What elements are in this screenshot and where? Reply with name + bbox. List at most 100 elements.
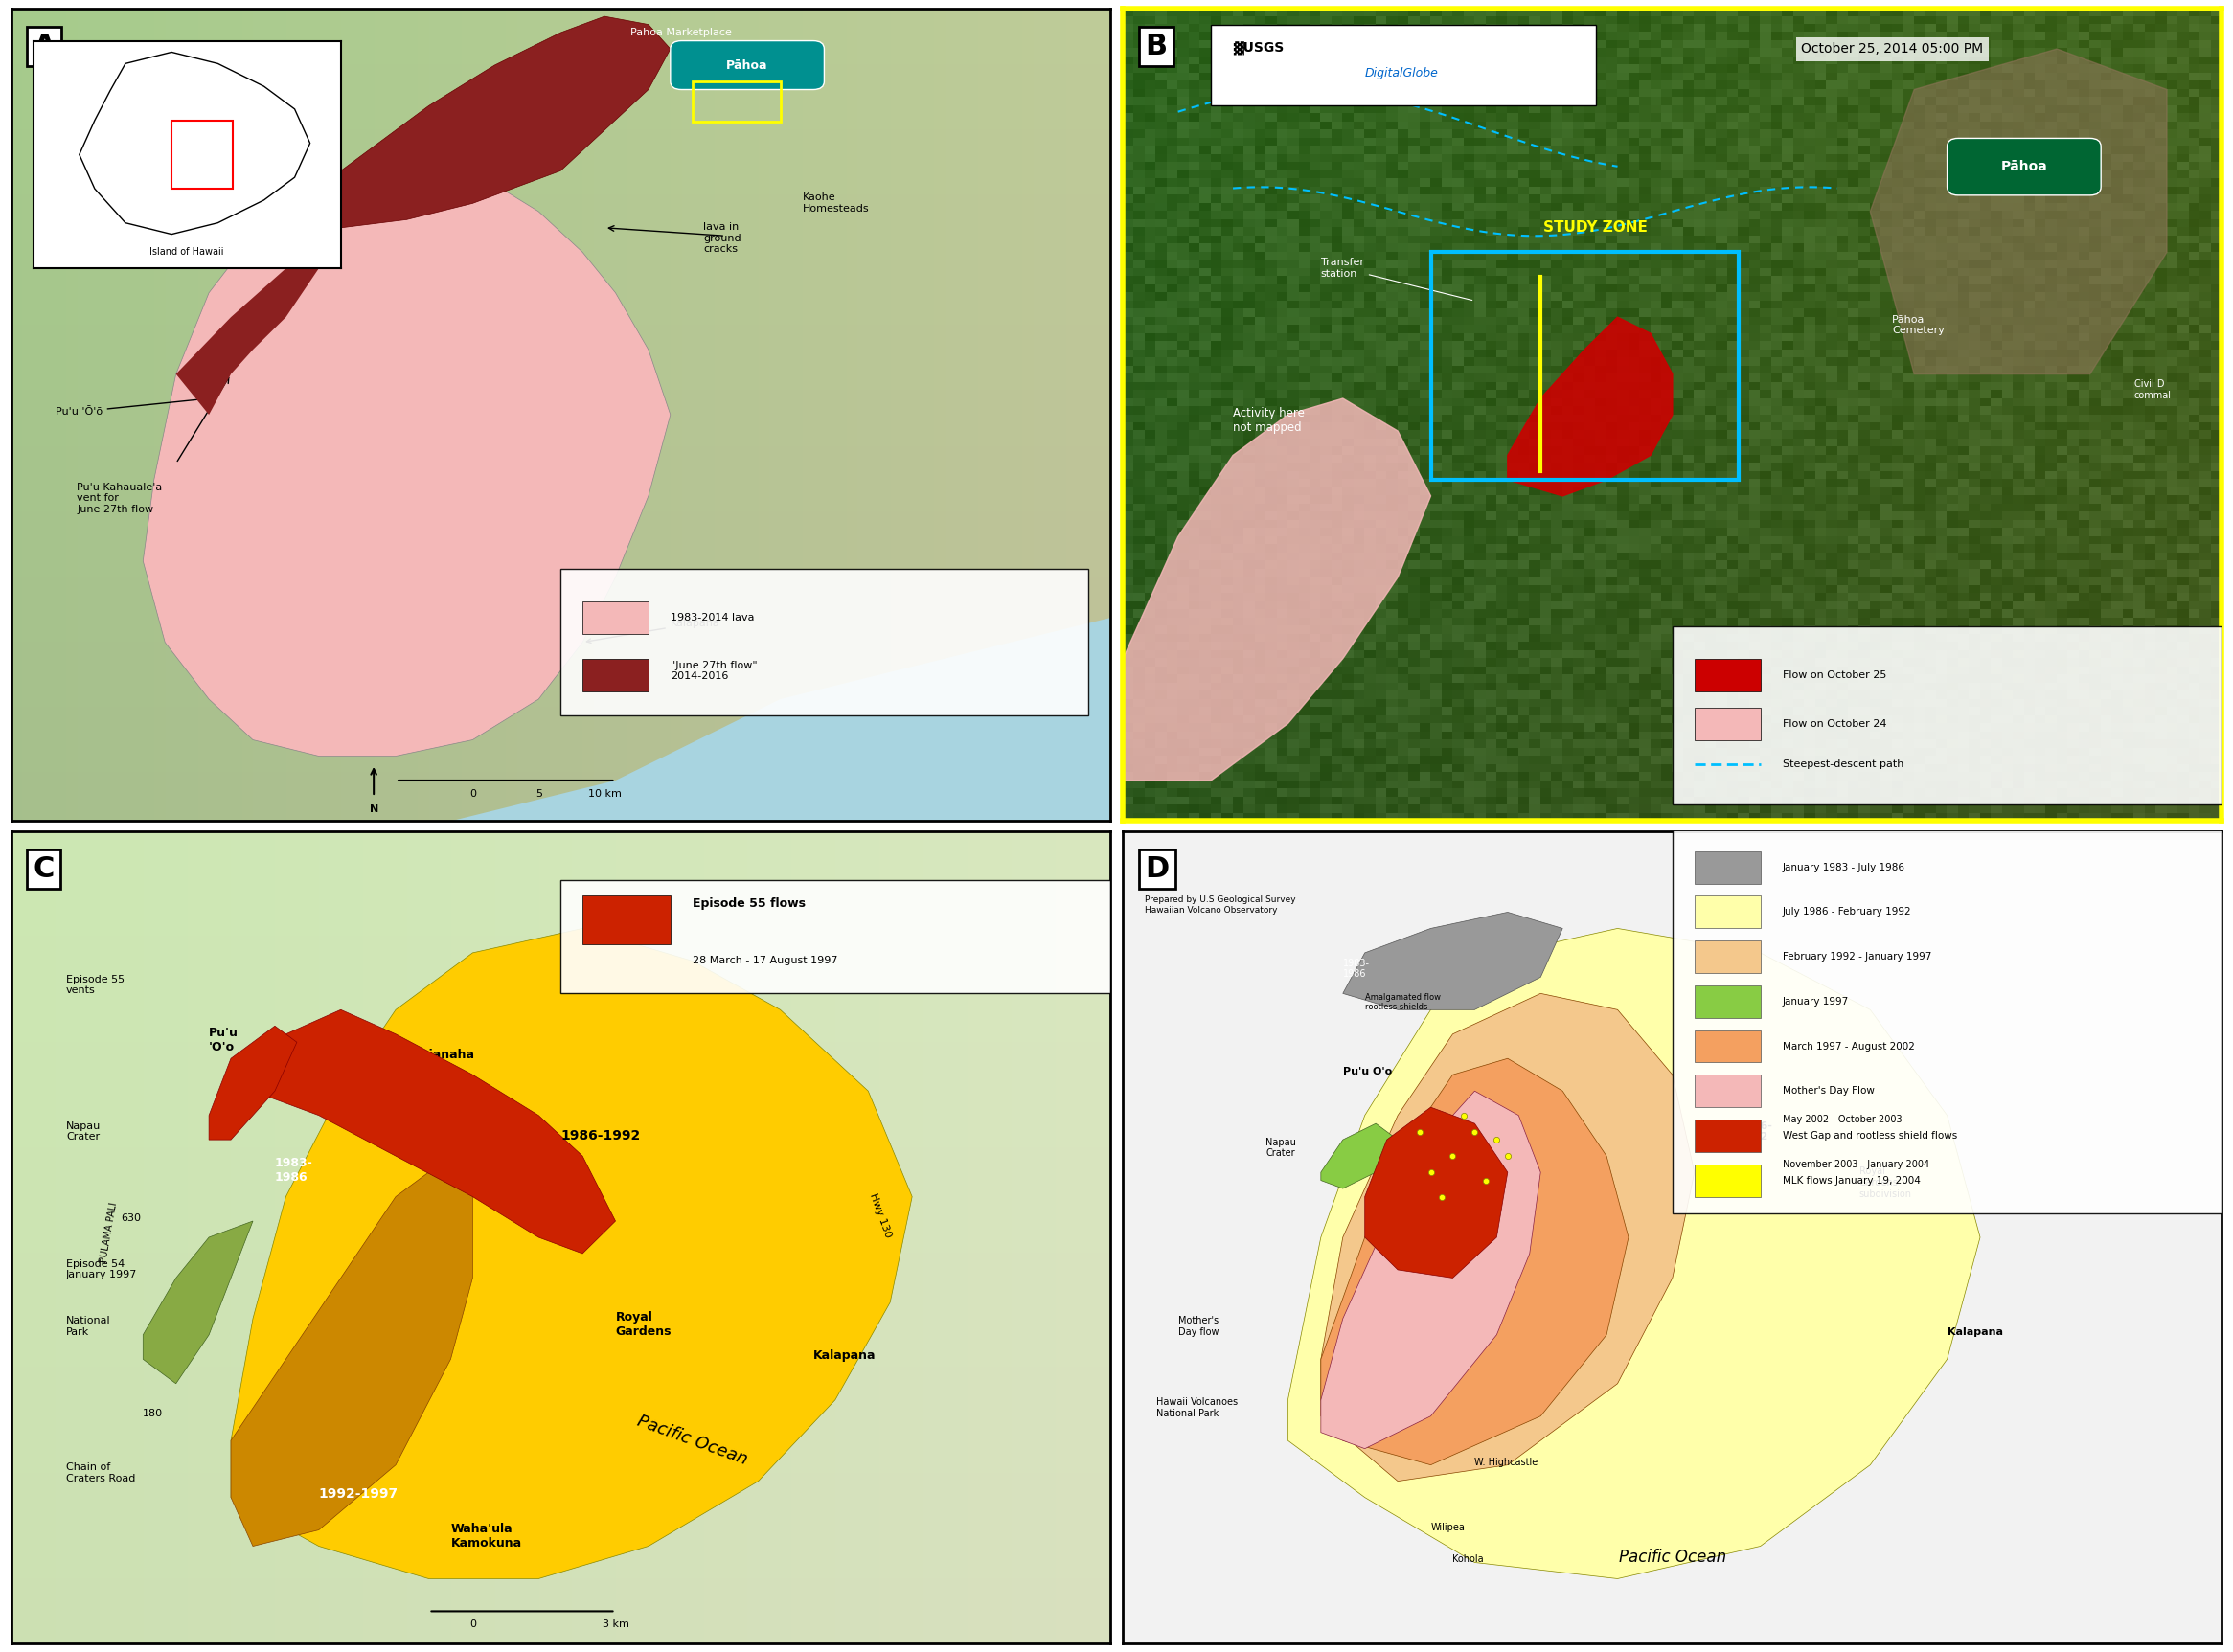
Bar	[1695, 940, 1760, 973]
Text: Pu'u 'Ō'ō: Pu'u 'Ō'ō	[56, 396, 205, 416]
Text: 3 km: 3 km	[603, 1621, 630, 1629]
Text: 1983-
1986: 1983- 1986	[1342, 958, 1369, 980]
Text: Flow on October 24: Flow on October 24	[1782, 719, 1887, 729]
Text: Pu'u O'o: Pu'u O'o	[1342, 1067, 1391, 1077]
FancyBboxPatch shape	[1947, 139, 2101, 195]
Text: Napau
Crater: Napau Crater	[67, 1122, 100, 1142]
Text: Episode 54
January 1997: Episode 54 January 1997	[67, 1259, 138, 1280]
Text: National
Park: National Park	[67, 1317, 112, 1336]
Point	[1467, 1168, 1503, 1194]
Text: A: A	[33, 33, 56, 61]
Point	[1456, 1118, 1492, 1145]
Polygon shape	[319, 17, 670, 228]
Text: 180: 180	[143, 1409, 163, 1417]
Text: Amalgamated flow
rootless shields: Amalgamated flow rootless shields	[1364, 993, 1440, 1011]
Text: Pacific Ocean: Pacific Ocean	[634, 1412, 750, 1469]
Text: Kohola: Kohola	[1454, 1555, 1485, 1564]
Polygon shape	[210, 1026, 297, 1140]
Polygon shape	[1322, 993, 1695, 1482]
Point	[1402, 1118, 1438, 1145]
Bar	[583, 601, 648, 634]
Polygon shape	[252, 1009, 616, 1254]
Polygon shape	[1322, 1123, 1398, 1188]
Point	[1436, 1143, 1472, 1170]
Bar	[583, 659, 648, 691]
Text: Activity here
not mapped: Activity here not mapped	[1233, 406, 1304, 434]
Bar	[1431, 253, 1737, 479]
Bar	[1695, 1165, 1760, 1196]
Text: 1983-2014 lava: 1983-2014 lava	[670, 613, 755, 623]
Text: Transfer
station: Transfer station	[1322, 258, 1472, 301]
Bar	[1695, 895, 1760, 928]
Text: Episode 55
vents: Episode 55 vents	[67, 975, 125, 996]
Text: 1986-1992: 1986-1992	[560, 1130, 641, 1143]
Text: 1992-1997: 1992-1997	[319, 1487, 397, 1500]
Bar	[1695, 1031, 1760, 1062]
Polygon shape	[1364, 1107, 1507, 1279]
Text: Chain of
Craters Road: Chain of Craters Road	[67, 1462, 136, 1483]
Polygon shape	[143, 1221, 252, 1384]
Polygon shape	[1322, 1059, 1628, 1465]
Text: STUDY ZONE: STUDY ZONE	[1543, 221, 1648, 235]
Text: "June 27th flow"
2014-2016: "June 27th flow" 2014-2016	[670, 661, 757, 681]
Point	[1489, 1143, 1525, 1170]
Text: Pāhoa
Cemetery: Pāhoa Cemetery	[1891, 314, 1945, 335]
FancyBboxPatch shape	[670, 41, 824, 89]
Polygon shape	[451, 618, 1110, 821]
Polygon shape	[1288, 928, 1981, 1579]
Text: W. Highcastle: W. Highcastle	[1474, 1457, 1539, 1467]
Polygon shape	[230, 928, 911, 1579]
Polygon shape	[1507, 317, 1673, 496]
Text: West Gap and rootless shield flows: West Gap and rootless shield flows	[1782, 1132, 1956, 1140]
Text: Pu'u
'O'o: Pu'u 'O'o	[210, 1026, 239, 1054]
Polygon shape	[1123, 398, 1431, 780]
Bar	[1695, 985, 1760, 1018]
Text: July 1986 - February 1992: July 1986 - February 1992	[1782, 907, 1911, 917]
Polygon shape	[1871, 50, 2166, 373]
Text: Kupaianaha: Kupaianaha	[395, 1049, 476, 1061]
Text: D: D	[1146, 856, 1170, 884]
Bar	[1673, 823, 2222, 1213]
Text: B: B	[1146, 33, 1168, 61]
Bar	[1695, 1075, 1760, 1107]
Polygon shape	[1322, 1090, 1541, 1449]
Bar	[1695, 707, 1760, 740]
Text: Steepest-descent path: Steepest-descent path	[1782, 760, 1903, 770]
Polygon shape	[143, 155, 670, 757]
Text: March 1997 - August 2002: March 1997 - August 2002	[1782, 1041, 1914, 1051]
Bar	[1695, 1120, 1760, 1151]
Text: 630: 630	[121, 1213, 141, 1222]
Text: Pāhoa: Pāhoa	[726, 59, 768, 71]
Text: 28 March - 17 August 1997: 28 March - 17 August 1997	[692, 957, 837, 966]
Text: 10 km: 10 km	[587, 790, 621, 798]
Text: Hwy 130: Hwy 130	[869, 1193, 893, 1239]
Text: Pāhoa: Pāhoa	[2001, 160, 2048, 173]
Text: Pacific Ocean: Pacific Ocean	[1619, 1550, 1726, 1566]
Polygon shape	[176, 236, 342, 415]
Bar	[1210, 25, 1597, 106]
Bar	[692, 81, 779, 122]
Text: January 1997: January 1997	[1782, 996, 1849, 1006]
Polygon shape	[230, 1156, 473, 1546]
Point	[1478, 1127, 1514, 1153]
Text: MLK flows January 19, 2004: MLK flows January 19, 2004	[1782, 1176, 1920, 1184]
Text: Royal
Gardens
subdivision: Royal Gardens subdivision	[1860, 1166, 1911, 1199]
Text: Waha'ula
Kamokuna: Waha'ula Kamokuna	[451, 1521, 523, 1550]
Text: DigitalGlobe: DigitalGlobe	[1364, 68, 1438, 79]
Text: 0: 0	[469, 790, 476, 798]
Text: C: C	[33, 856, 54, 884]
Text: Kaohe
Homesteads: Kaohe Homesteads	[802, 193, 869, 213]
Bar	[1695, 851, 1760, 884]
Bar	[560, 879, 1110, 993]
Text: 1983-
1986: 1983- 1986	[275, 1156, 313, 1183]
Bar	[583, 895, 670, 945]
Text: November 2003 - January 2004: November 2003 - January 2004	[1782, 1160, 1929, 1170]
Text: Kalapana: Kalapana	[813, 1350, 875, 1363]
Text: January 1983 - July 1986: January 1983 - July 1986	[1782, 862, 1905, 872]
Text: PULAMA PALI: PULAMA PALI	[98, 1201, 118, 1264]
Bar	[560, 570, 1087, 715]
Bar	[1673, 626, 2222, 805]
Text: 1986-
1992: 1986- 1992	[1737, 1122, 1773, 1142]
Text: February 1992 - January 1997: February 1992 - January 1997	[1782, 952, 1932, 961]
Text: Pahoa Marketplace: Pahoa Marketplace	[630, 28, 732, 38]
